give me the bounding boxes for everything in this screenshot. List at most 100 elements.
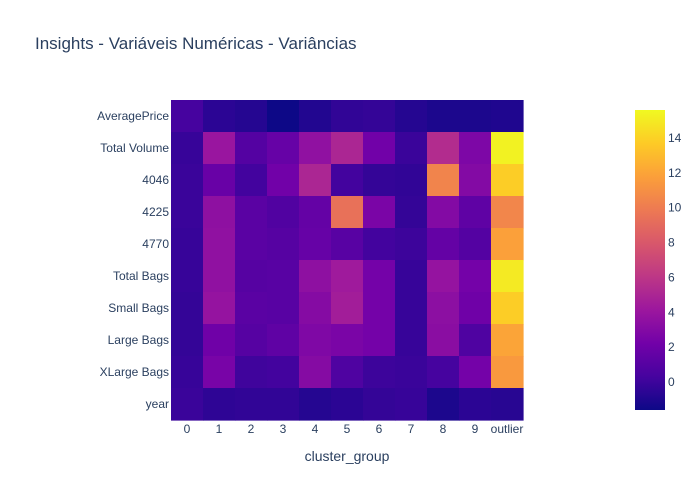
heatmap-cell xyxy=(395,132,428,165)
colorbar-tick-label: 4 xyxy=(668,305,675,319)
y-tick-label: AveragePrice xyxy=(97,109,169,123)
y-tick-label: Total Volume xyxy=(100,141,169,155)
heatmap-cell xyxy=(395,228,428,261)
heatmap-cell xyxy=(171,260,204,293)
heatmap-cell xyxy=(331,292,364,325)
heatmap-cell xyxy=(267,100,300,133)
heatmap-cell xyxy=(459,388,492,421)
heatmap-cells xyxy=(171,100,524,421)
heatmap-cell xyxy=(395,356,428,389)
heatmap-cell xyxy=(171,132,204,165)
heatmap-cell xyxy=(331,132,364,165)
colorbar-tick-label: 10 xyxy=(668,201,682,215)
x-tick-label: 5 xyxy=(344,422,351,436)
heatmap-cell xyxy=(395,292,428,325)
heatmap-cell xyxy=(235,100,268,133)
x-tick-label: 1 xyxy=(216,422,223,436)
x-tick-label: 0 xyxy=(184,422,191,436)
heatmap-cell xyxy=(395,388,428,421)
heatmap-cell xyxy=(267,228,300,261)
y-tick-label: Total Bags xyxy=(113,269,169,283)
heatmap-cell xyxy=(203,356,236,389)
x-tick-label: 8 xyxy=(440,422,447,436)
heatmap-cell xyxy=(171,196,204,229)
heatmap-cell xyxy=(171,228,204,261)
heatmap-cell xyxy=(299,132,332,165)
x-axis-label: cluster_group xyxy=(305,448,390,464)
heatmap-cell xyxy=(427,132,460,165)
x-tick-label: 9 xyxy=(472,422,479,436)
heatmap-cell xyxy=(427,388,460,421)
heatmap-cell xyxy=(427,356,460,389)
heatmap-cell xyxy=(203,164,236,197)
heatmap-cell xyxy=(235,388,268,421)
x-tick-label: 7 xyxy=(408,422,415,436)
heatmap-cell xyxy=(491,228,524,261)
heatmap-cell xyxy=(427,292,460,325)
y-tick-label: Small Bags xyxy=(108,301,169,315)
heatmap-cell xyxy=(427,164,460,197)
heatmap-cell xyxy=(363,260,396,293)
x-tick-label: 6 xyxy=(376,422,383,436)
heatmap-cell xyxy=(491,292,524,325)
heatmap-cell xyxy=(203,324,236,357)
heatmap-cell xyxy=(299,228,332,261)
heatmap-cell xyxy=(267,292,300,325)
heatmap-cell xyxy=(203,228,236,261)
heatmap-cell xyxy=(363,100,396,133)
heatmap-cell xyxy=(427,196,460,229)
heatmap-cell xyxy=(235,196,268,229)
heatmap-cell xyxy=(363,356,396,389)
heatmap-cell xyxy=(171,356,204,389)
colorbar-tick-label: 0 xyxy=(668,375,675,389)
heatmap-cell xyxy=(267,196,300,229)
heatmap-cell xyxy=(267,356,300,389)
heatmap-cell xyxy=(171,324,204,357)
heatmap-cell xyxy=(427,100,460,133)
colorbar-tick-label: 14 xyxy=(668,131,682,145)
heatmap-cell xyxy=(459,228,492,261)
heatmap-cell xyxy=(299,100,332,133)
x-tick-label: 3 xyxy=(280,422,287,436)
colorbar xyxy=(635,110,665,410)
heatmap-cell xyxy=(203,292,236,325)
heatmap-cell xyxy=(491,164,524,197)
y-tick-label: year xyxy=(146,397,169,411)
heatmap-cell xyxy=(171,388,204,421)
colorbar-ticks: 0 2 4 6 8 10 12 14 xyxy=(668,131,682,389)
colorbar-tick-label: 2 xyxy=(668,340,675,354)
heatmap-cell xyxy=(491,132,524,165)
heatmap-cell xyxy=(395,324,428,357)
heatmap-cell xyxy=(267,260,300,293)
heatmap-cell xyxy=(235,356,268,389)
heatmap-cell xyxy=(363,292,396,325)
x-tick-label: 2 xyxy=(248,422,255,436)
heatmap-cell xyxy=(363,196,396,229)
heatmap-cell xyxy=(267,388,300,421)
heatmap-cell xyxy=(235,292,268,325)
heatmap-cell xyxy=(299,324,332,357)
heatmap-cell xyxy=(363,132,396,165)
heatmap-cell xyxy=(235,228,268,261)
heatmap-cell xyxy=(203,260,236,293)
heatmap-cell xyxy=(491,356,524,389)
heatmap-cell xyxy=(395,164,428,197)
y-tick-label: XLarge Bags xyxy=(100,365,169,379)
heatmap-cell xyxy=(395,100,428,133)
x-tick-label: outlier xyxy=(491,422,524,436)
heatmap-cell xyxy=(459,324,492,357)
heatmap-cell xyxy=(459,164,492,197)
heatmap-cell xyxy=(203,196,236,229)
heatmap-cell xyxy=(491,260,524,293)
heatmap-cell xyxy=(331,356,364,389)
heatmap-cell xyxy=(459,292,492,325)
colorbar-tick-label: 12 xyxy=(668,166,682,180)
heatmap-cell xyxy=(363,228,396,261)
heatmap-cell xyxy=(491,100,524,133)
heatmap-cell xyxy=(491,388,524,421)
chart-title: Insights - Variáveis Numéricas - Variânc… xyxy=(35,34,357,53)
heatmap-cell xyxy=(395,196,428,229)
heatmap-cell xyxy=(363,324,396,357)
